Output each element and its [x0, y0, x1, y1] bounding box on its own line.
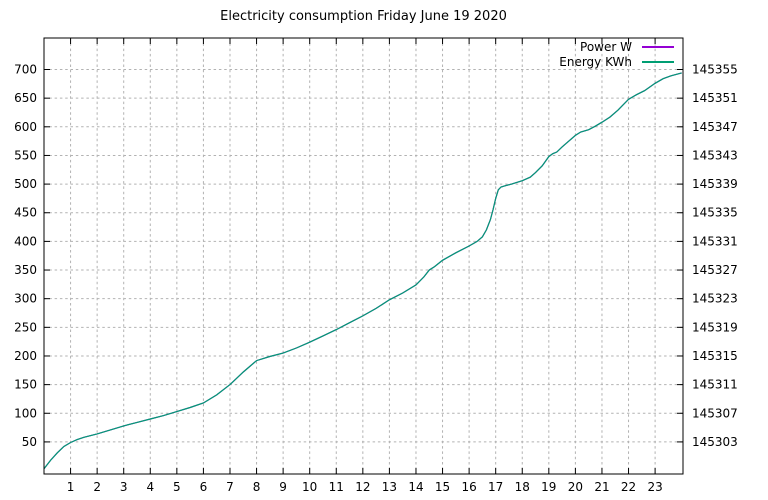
y2-tick-label: 145343: [692, 148, 738, 162]
x-tick-label: 19: [541, 480, 556, 494]
y-tick-label: 450: [14, 206, 37, 220]
plot-border: [43, 37, 684, 475]
x-tick-label: 9: [279, 480, 287, 494]
chart-title: Electricity consumption Friday June 19 2…: [220, 9, 507, 24]
x-tick-label: 8: [253, 480, 261, 494]
energy-series-line: [43, 72, 682, 470]
y2-tick-label: 145335: [692, 206, 738, 220]
x-tick-label: 5: [173, 480, 181, 494]
x-tick-label: 21: [594, 480, 609, 494]
x-tick-label: 7: [226, 480, 234, 494]
legend-label-energy: Energy KWh: [559, 54, 632, 69]
y-tick-label: 550: [14, 148, 37, 162]
y2-tick-label: 145339: [692, 177, 738, 191]
y-tick-label: 50: [22, 435, 37, 449]
y-tick-label: 400: [14, 234, 37, 248]
x-tick-label: 6: [200, 480, 208, 494]
x-tick-label: 14: [408, 480, 423, 494]
legend-line-energy-icon: [642, 60, 674, 63]
y-tick-label: 600: [14, 120, 37, 134]
x-tick-label: 3: [120, 480, 128, 494]
x-tick-label: 2: [93, 480, 101, 494]
y-tick-label: 650: [14, 91, 37, 105]
y2-tick-label: 145355: [692, 63, 738, 77]
y2-tick-label: 145351: [692, 91, 738, 105]
y2-tick-label: 145315: [692, 349, 738, 363]
y-tick-label: 150: [14, 378, 37, 392]
y2-tick-label: 145323: [692, 292, 738, 306]
legend-item-energy: Energy KWh: [559, 54, 674, 69]
legend-line-power-icon: [642, 45, 674, 48]
legend-item-power: Power W: [559, 39, 674, 54]
y2-tick-label: 145331: [692, 234, 738, 248]
y-tick-label: 350: [14, 263, 37, 277]
y-tick-label: 200: [14, 349, 37, 363]
y-tick-label: 700: [14, 63, 37, 77]
x-tick-label: 18: [515, 480, 530, 494]
x-tick-label: 11: [329, 480, 344, 494]
y2-tick-label: 145307: [692, 406, 738, 420]
x-tick-label: 17: [488, 480, 503, 494]
y2-tick-label: 145327: [692, 263, 738, 277]
y-tick-label: 100: [14, 406, 37, 420]
y-tick-label: 250: [14, 320, 37, 334]
y-tick-label: 500: [14, 177, 37, 191]
x-tick-label: 15: [435, 480, 450, 494]
y2-tick-label: 145347: [692, 120, 738, 134]
x-tick-label: 22: [621, 480, 636, 494]
x-tick-label: 4: [146, 480, 154, 494]
y2-tick-label: 145319: [692, 320, 738, 334]
x-tick-label: 12: [355, 480, 370, 494]
x-tick-label: 23: [647, 480, 662, 494]
x-tick-label: 1: [67, 480, 75, 494]
x-tick-label: 13: [382, 480, 397, 494]
legend-label-power: Power W: [580, 39, 632, 54]
x-tick-label: 20: [568, 480, 583, 494]
y2-tick-label: 145311: [692, 378, 738, 392]
x-tick-label: 10: [302, 480, 317, 494]
legend: Power W Energy KWh: [559, 39, 674, 69]
y-tick-label: 300: [14, 292, 37, 306]
y2-tick-label: 145303: [692, 435, 738, 449]
x-tick-label: 16: [461, 480, 476, 494]
